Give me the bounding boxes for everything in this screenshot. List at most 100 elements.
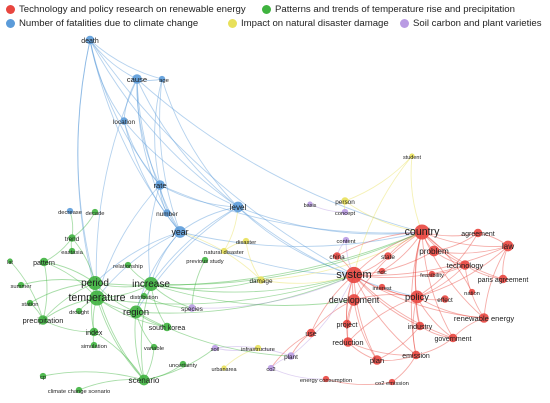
network-link xyxy=(353,299,378,361)
node-label-variable: variable xyxy=(144,346,164,352)
node-person[interactable] xyxy=(341,197,349,205)
node-trend[interactable] xyxy=(68,234,76,242)
node-effect[interactable] xyxy=(441,295,449,303)
node-label-effect: effect xyxy=(437,297,453,304)
network-link xyxy=(148,184,161,285)
node-use[interactable] xyxy=(306,328,316,338)
network-link xyxy=(77,39,98,299)
node-china[interactable] xyxy=(333,252,341,260)
node-disaster[interactable] xyxy=(242,237,250,245)
node-number[interactable] xyxy=(163,209,171,217)
node-technology[interactable] xyxy=(460,260,470,270)
legend-item-natural-disaster: Impact on natural disaster damage xyxy=(228,18,389,29)
node-simulation[interactable] xyxy=(90,341,98,349)
node-renewable[interactable] xyxy=(479,313,489,323)
network-link xyxy=(416,296,485,319)
node-parisagreement[interactable] xyxy=(498,274,508,284)
node-country[interactable] xyxy=(414,224,430,240)
node-nation[interactable] xyxy=(468,288,476,296)
network-link xyxy=(353,274,454,339)
node-species[interactable] xyxy=(188,304,196,312)
node-pattern[interactable] xyxy=(39,257,49,267)
node-feasibility[interactable] xyxy=(428,270,436,278)
node-station[interactable] xyxy=(26,299,34,307)
node-label-scenario: scenario xyxy=(129,376,160,385)
node-decade[interactable] xyxy=(91,208,99,216)
node-plan[interactable] xyxy=(372,355,382,365)
legend-dot-green-icon xyxy=(262,5,271,14)
node-label-year: year xyxy=(171,227,188,237)
node-policy[interactable] xyxy=(410,290,424,304)
node-development[interactable] xyxy=(348,294,360,306)
node-relationship[interactable] xyxy=(124,261,132,269)
node-decrease[interactable] xyxy=(66,207,74,215)
node-interest[interactable] xyxy=(378,283,386,291)
node-concept[interactable] xyxy=(341,208,349,216)
node-label-concept: concept xyxy=(335,211,356,217)
network-link xyxy=(416,232,479,298)
node-project[interactable] xyxy=(342,319,352,329)
node-eastasia[interactable] xyxy=(68,247,76,255)
node-reduction[interactable] xyxy=(343,337,353,347)
network-link xyxy=(416,245,509,298)
network-link xyxy=(260,274,355,284)
node-urbanarea[interactable] xyxy=(221,365,227,371)
network-link xyxy=(135,274,355,314)
node-basis[interactable] xyxy=(307,201,313,207)
node-death[interactable] xyxy=(85,35,95,45)
node-temperature[interactable] xyxy=(89,290,105,306)
node-emission[interactable] xyxy=(411,350,421,360)
node-ccscenario[interactable] xyxy=(75,386,83,394)
node-industry[interactable] xyxy=(415,321,425,331)
network-link xyxy=(214,346,292,357)
legend-item-temperature-precipitation: Patterns and trends of temperature rise … xyxy=(262,4,515,15)
node-period[interactable] xyxy=(88,276,102,290)
node-problem[interactable] xyxy=(428,245,440,257)
node-energyconsumption[interactable] xyxy=(322,375,330,383)
node-location[interactable] xyxy=(120,117,128,125)
node-label-cause: cause xyxy=(127,75,147,84)
node-soil[interactable] xyxy=(211,344,219,352)
network-link xyxy=(290,274,355,357)
node-student[interactable] xyxy=(409,153,415,159)
node-rate[interactable] xyxy=(155,180,165,190)
node-index[interactable] xyxy=(89,327,99,337)
node-co2emission[interactable] xyxy=(388,378,396,386)
node-infrastructure[interactable] xyxy=(254,344,262,352)
node-damage[interactable] xyxy=(257,276,265,284)
node-system[interactable] xyxy=(345,266,363,284)
node-uncertainty[interactable] xyxy=(179,360,187,368)
node-variable[interactable] xyxy=(150,343,158,351)
node-prevstudy[interactable] xyxy=(201,256,209,264)
node-label-summer: summer xyxy=(11,284,32,290)
node-ndc[interactable] xyxy=(378,267,386,275)
node-summer[interactable] xyxy=(17,281,25,289)
node-region[interactable] xyxy=(129,305,143,319)
node-year[interactable] xyxy=(174,226,186,238)
node-cause[interactable] xyxy=(132,74,142,84)
network-link xyxy=(237,206,355,276)
node-lat[interactable] xyxy=(7,258,13,264)
node-content[interactable] xyxy=(342,236,350,244)
network-link xyxy=(410,231,423,356)
node-co2[interactable] xyxy=(267,364,275,372)
node-distribution[interactable] xyxy=(140,292,148,300)
node-southkorea[interactable] xyxy=(162,322,172,332)
network-link xyxy=(89,39,181,233)
node-agreement[interactable] xyxy=(473,228,483,238)
node-state[interactable] xyxy=(384,252,392,260)
node-cp[interactable] xyxy=(39,372,47,380)
node-natdisaster[interactable] xyxy=(220,247,228,255)
network-link xyxy=(143,347,216,381)
node-government[interactable] xyxy=(448,333,458,343)
node-label-emission: emission xyxy=(402,353,430,360)
node-precipitation[interactable] xyxy=(38,315,48,325)
node-age[interactable] xyxy=(158,75,166,83)
node-drought[interactable] xyxy=(75,307,83,315)
node-scenario[interactable] xyxy=(138,374,150,386)
node-plant[interactable] xyxy=(287,352,295,360)
node-law[interactable] xyxy=(502,240,514,252)
node-level[interactable] xyxy=(232,201,244,213)
node-increase[interactable] xyxy=(144,277,158,291)
